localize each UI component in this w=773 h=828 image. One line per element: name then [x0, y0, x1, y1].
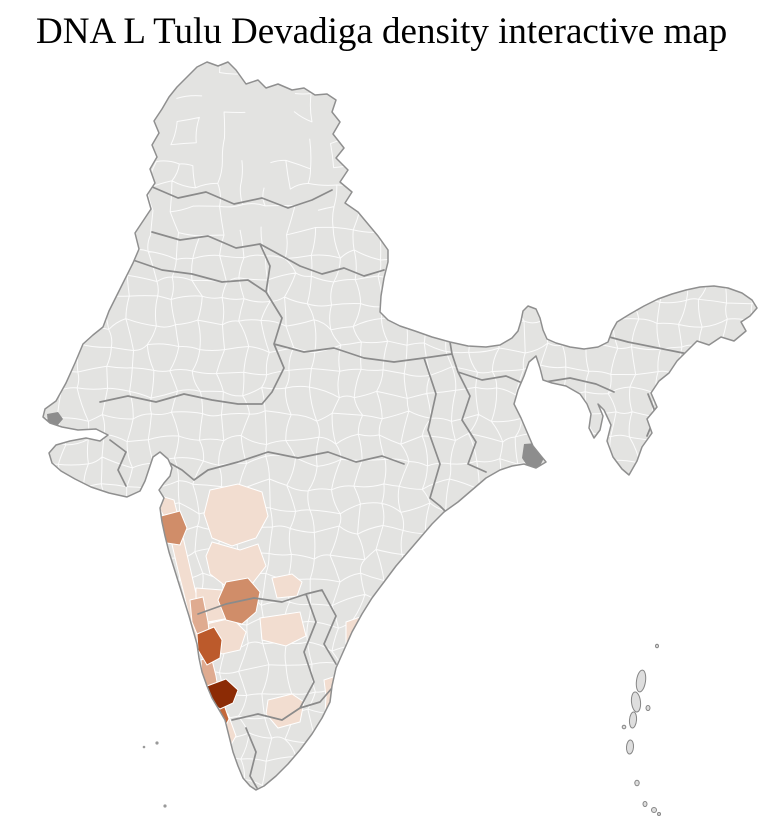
country-outline [42, 61, 758, 791]
island[interactable] [657, 812, 661, 816]
island[interactable] [642, 801, 648, 807]
andaman-nicobar-islands[interactable] [621, 643, 661, 816]
islet-dot [155, 741, 159, 745]
island[interactable] [655, 643, 659, 649]
island[interactable] [628, 711, 638, 729]
kutch-creek [47, 412, 63, 426]
lakshadweep-islets [142, 741, 167, 808]
island[interactable] [635, 669, 647, 693]
islet-dot [163, 804, 167, 808]
island[interactable] [621, 724, 627, 730]
island[interactable] [630, 691, 642, 713]
island[interactable] [651, 807, 657, 813]
state-borders [99, 185, 709, 789]
island[interactable] [645, 705, 651, 711]
district-bangalore-region[interactable] [265, 693, 305, 729]
island[interactable] [634, 779, 640, 787]
district-chennai-coast[interactable] [323, 675, 341, 719]
island[interactable] [625, 739, 635, 755]
district-hyderabad[interactable] [271, 573, 303, 599]
district-rayalaseema[interactable] [259, 611, 307, 647]
district-nashik-thane-east[interactable] [203, 483, 269, 547]
page-title: DNA L Tulu Devadiga density interactive … [36, 11, 728, 52]
islet-dot [142, 745, 146, 749]
district-andhra-coast[interactable] [345, 616, 368, 653]
